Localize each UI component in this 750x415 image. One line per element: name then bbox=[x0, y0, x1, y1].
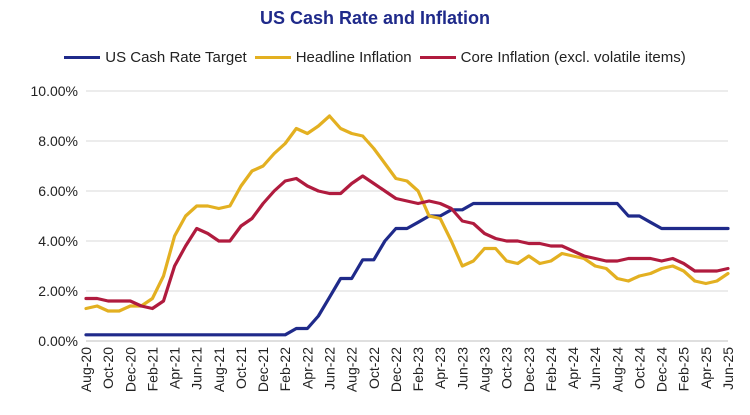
x-tick-label: Aug-21 bbox=[211, 347, 227, 392]
x-tick-label: Jun-24 bbox=[587, 347, 603, 390]
x-tick-label: Aug-22 bbox=[344, 347, 360, 392]
x-tick-label: Aug-20 bbox=[78, 347, 94, 392]
x-tick-label: Jun-23 bbox=[454, 347, 470, 390]
chart-legend: US Cash Rate Target Headline Inflation C… bbox=[0, 49, 750, 66]
x-tick-label: Jun-21 bbox=[189, 347, 205, 390]
x-tick-label: Feb-25 bbox=[676, 347, 692, 392]
legend-swatch-headline-inflation bbox=[254, 56, 291, 59]
x-tick-label: Feb-22 bbox=[277, 347, 293, 392]
y-tick-label: 4.00% bbox=[38, 233, 78, 249]
y-tick-label: 10.00% bbox=[31, 83, 78, 99]
x-tick-label: Dec-24 bbox=[654, 347, 670, 392]
legend-swatch-cash-rate bbox=[64, 56, 101, 59]
x-tick-label: Dec-22 bbox=[388, 347, 404, 392]
legend-item-headline-inflation: Headline Inflation bbox=[254, 49, 412, 66]
series-line-headline-inflation bbox=[84, 114, 730, 313]
x-tick-label: Apr-22 bbox=[299, 347, 315, 389]
x-tick-label: Apr-21 bbox=[167, 347, 183, 389]
x-tick-label: Dec-23 bbox=[521, 347, 537, 392]
legend-label-headline-inflation: Headline Inflation bbox=[295, 49, 412, 66]
y-tick-label: 0.00% bbox=[38, 333, 78, 349]
x-tick-label: Oct-20 bbox=[100, 347, 116, 389]
series-line-us-cash-rate-target bbox=[84, 201, 730, 337]
x-tick-label: Apr-23 bbox=[432, 347, 448, 389]
x-tick-label: Aug-24 bbox=[609, 347, 625, 392]
x-tick-label: Feb-23 bbox=[410, 347, 426, 392]
chart-title: US Cash Rate and Inflation bbox=[259, 8, 491, 28]
y-tick-label: 8.00% bbox=[38, 133, 78, 149]
x-tick-label: Oct-23 bbox=[499, 347, 515, 389]
legend-item-cash-rate: US Cash Rate Target bbox=[64, 49, 247, 66]
x-tick-label: Oct-21 bbox=[233, 347, 249, 389]
x-tick-label: Dec-21 bbox=[255, 347, 271, 392]
legend-label-cash-rate: US Cash Rate Target bbox=[105, 49, 247, 66]
x-tick-label: Apr-25 bbox=[698, 347, 714, 389]
y-tick-label: 6.00% bbox=[38, 183, 78, 199]
series-line-core-inflation-excl-volatile-items bbox=[84, 174, 730, 311]
legend-swatch-core-inflation bbox=[419, 56, 456, 59]
legend-item-core-inflation: Core Inflation (excl. volatile items) bbox=[419, 49, 686, 66]
x-tick-label: Dec-20 bbox=[122, 347, 138, 392]
x-tick-label: Oct-22 bbox=[366, 347, 382, 389]
x-tick-label: Feb-21 bbox=[144, 347, 160, 392]
x-tick-label: Apr-24 bbox=[565, 347, 581, 389]
x-tick-label: Aug-23 bbox=[476, 347, 492, 392]
x-tick-label: Jun-25 bbox=[720, 347, 736, 390]
x-tick-label: Oct-24 bbox=[631, 347, 647, 389]
x-tick-label: Jun-22 bbox=[322, 347, 338, 390]
y-tick-label: 2.00% bbox=[38, 283, 78, 299]
legend-label-core-inflation: Core Inflation (excl. volatile items) bbox=[460, 49, 686, 66]
x-tick-label: Feb-24 bbox=[543, 347, 559, 392]
